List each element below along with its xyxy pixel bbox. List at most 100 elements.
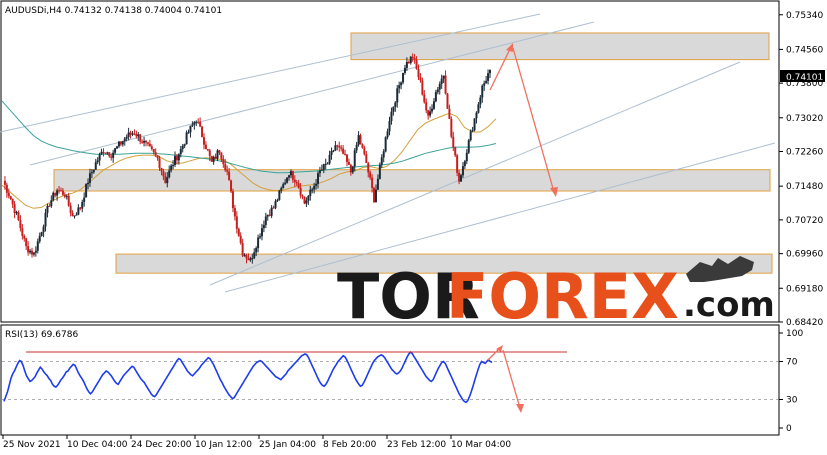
candle-body [212, 156, 215, 162]
candle-body [415, 59, 418, 70]
candle-body [96, 160, 99, 163]
candle-body [54, 192, 57, 196]
candle-body [367, 163, 370, 173]
candle-body [392, 106, 395, 112]
candle-body [471, 130, 474, 132]
candle-body [199, 121, 202, 127]
candle-body [23, 235, 26, 239]
candle-body [440, 78, 443, 84]
candle-body [284, 182, 287, 185]
candle-body [9, 196, 12, 200]
time-tick-label: 25 Jan 04:00 [259, 440, 316, 450]
rsi-panel-frame [0, 324, 780, 436]
candle-body [233, 208, 236, 217]
candle-body [403, 67, 406, 73]
candle-body [102, 151, 105, 153]
candle-body [11, 199, 14, 205]
candle-body [255, 248, 258, 253]
candle-body [434, 92, 437, 102]
candle-body [88, 173, 91, 183]
candle-body [345, 154, 348, 162]
candle-body [402, 72, 405, 83]
candle-body [226, 170, 229, 172]
price-tick-label: 0.74560 [786, 45, 823, 55]
candle-body [183, 144, 186, 146]
arrow-up-line [489, 46, 512, 91]
channel-line-lower [209, 61, 741, 286]
candle-body [338, 145, 341, 148]
candle-body [110, 156, 113, 158]
candle-body [237, 228, 240, 236]
candle-body [50, 200, 53, 207]
candle-body [235, 216, 238, 229]
channel-line-upper [0, 13, 541, 133]
candle-body [419, 77, 422, 81]
time-tick-label: 10 Jan 12:00 [195, 440, 252, 450]
candle-body [191, 124, 194, 126]
arrow-down-line [512, 47, 555, 193]
candle-body [19, 220, 22, 229]
candle-body [320, 169, 323, 171]
candle-body [475, 112, 478, 119]
candle-body [380, 157, 383, 165]
candle-body [218, 150, 221, 153]
price-axis: 0.75340 0.74560 0.73800 0.73020 0.72260 0.714… [779, 11, 823, 328]
candle-body [479, 97, 482, 105]
candle-body [168, 170, 171, 178]
candle-body [409, 56, 412, 64]
candle-body [361, 143, 364, 148]
candle-body [405, 61, 408, 68]
candle-body [461, 166, 464, 176]
candle-body [450, 118, 453, 137]
candle-body [61, 190, 64, 195]
candle-body [452, 136, 455, 148]
candle-body [162, 171, 165, 177]
candle-body [249, 258, 252, 261]
candle-body [336, 145, 339, 147]
symbol-info: AUDUSDi,H4 0.74132 0.74138 0.74004 0.741… [5, 6, 222, 16]
bull-icon [686, 256, 754, 282]
candle-body [438, 83, 441, 90]
price-tick-label: 0.73020 [786, 114, 823, 124]
candle-body [125, 136, 128, 139]
candle-body [44, 212, 47, 227]
candlesticks [3, 53, 491, 264]
price-tick-label: 0.75340 [786, 11, 823, 21]
candle-body [467, 140, 470, 153]
candle-body [56, 190, 59, 196]
candle-body [87, 182, 90, 185]
candle-body [307, 196, 310, 201]
candle-body [483, 83, 486, 86]
candle-body [276, 199, 279, 202]
candle-body [154, 152, 157, 156]
candle-body [67, 195, 70, 206]
candle-body [313, 185, 316, 190]
price-tick-label: 0.69180 [786, 284, 823, 294]
moving-averages [1, 100, 497, 209]
candle-body [34, 250, 37, 253]
rsi-arrow-down-line [502, 349, 521, 409]
candle-body [58, 190, 61, 192]
candle-body [152, 149, 155, 153]
candle-body [359, 135, 362, 144]
support-resistance-zones [53, 32, 773, 274]
price-cursor-tag: 0.74101 [780, 70, 825, 83]
candle-body [231, 191, 234, 209]
rsi-label: RSI(13) 69.6786 [5, 330, 78, 340]
candle-body [322, 164, 325, 170]
candle-body [63, 194, 66, 197]
candle-body [177, 154, 180, 161]
current-price-box [780, 70, 825, 82]
candle-body [27, 246, 30, 253]
candle-body [206, 149, 209, 151]
candle-body [189, 125, 192, 133]
candle-body [133, 133, 136, 135]
candle-body [127, 132, 130, 137]
candle-body [384, 137, 387, 152]
candle-body [173, 156, 176, 165]
candle-body [386, 131, 389, 138]
candle-body [100, 151, 103, 155]
candle-body [400, 82, 403, 86]
candle-body [193, 122, 196, 125]
candle-body [436, 89, 439, 93]
